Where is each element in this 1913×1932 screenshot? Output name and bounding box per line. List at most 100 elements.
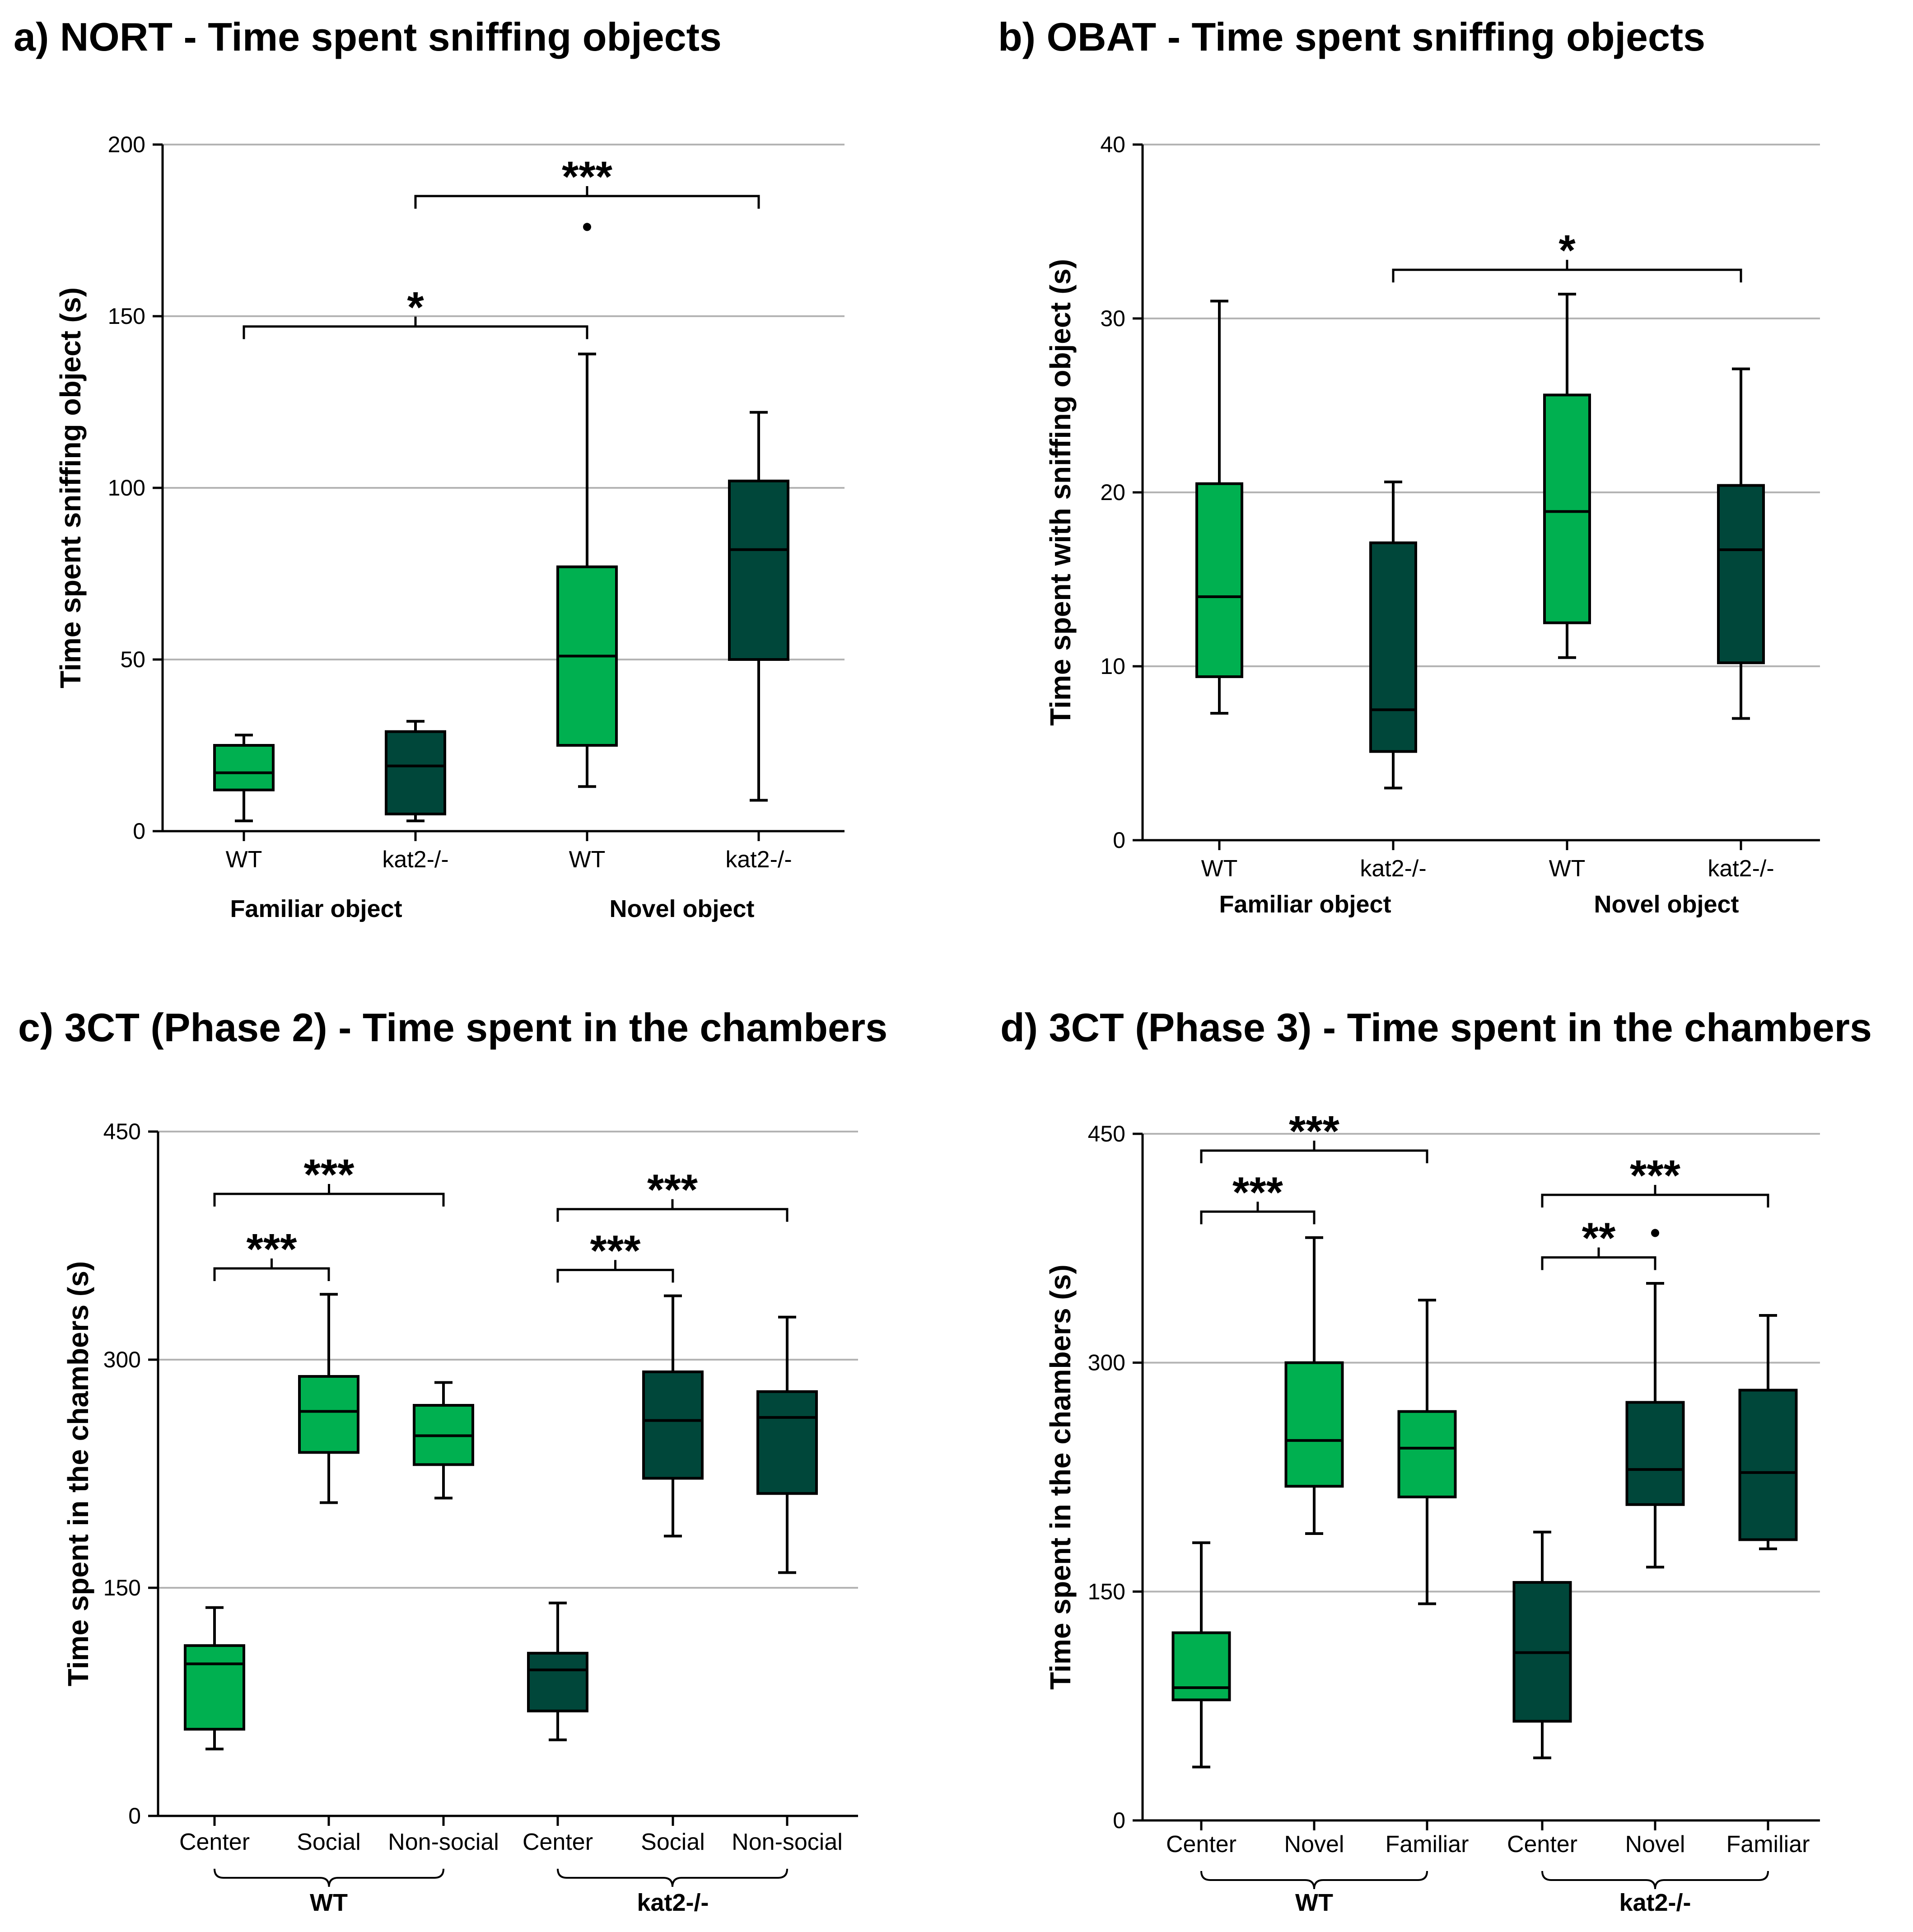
x-tick-label: WT (1549, 856, 1586, 882)
significance-label: *** (303, 1151, 355, 1199)
panel-a: a) NORT - Time spent sniffing objects 0 50… (14, 14, 845, 922)
panel-title: c) 3CT (Phase 2) - Time spent in the cha… (18, 1005, 887, 1050)
group-label: Novel object (1594, 891, 1739, 918)
box-d-5 (1738, 1314, 1798, 1550)
box-iqr (1543, 393, 1591, 624)
box-a-2 (556, 223, 618, 788)
box-d-2 (1397, 1299, 1457, 1605)
y-tick-label: 450 (1088, 1121, 1125, 1146)
significance-label: *** (1232, 1168, 1283, 1216)
significance-bracket: *** (1541, 1151, 1769, 1208)
significance-label: *** (647, 1166, 698, 1214)
panel-title: d) 3CT (Phase 3) - Time spent in the cha… (1000, 1005, 1872, 1050)
group-label: Familiar object (230, 895, 402, 922)
significance-bracket: * (243, 283, 588, 339)
significance-bracket: *** (556, 1226, 674, 1283)
x-tick-label: Familiar (1726, 1831, 1810, 1857)
x-tick-label: Novel (1625, 1831, 1685, 1857)
outlier-point (583, 223, 591, 231)
box-iqr (184, 1644, 245, 1731)
significance-bracket: *** (213, 1225, 330, 1281)
panel-d: d) 3CT (Phase 3) - Time spent in the cha… (1000, 1005, 1872, 1916)
y-tick-label: 0 (133, 819, 145, 844)
box-c-4 (642, 1294, 704, 1538)
y-tick-label: 10 (1100, 654, 1125, 679)
group-brace (1200, 1871, 1428, 1890)
y-tick-label: 300 (1088, 1350, 1125, 1375)
box-b-1 (1369, 480, 1417, 790)
x-tick-label: Center (1507, 1831, 1577, 1857)
box-iqr (756, 1390, 818, 1495)
significance-bracket: *** (414, 153, 760, 209)
x-tick-label: Non-social (388, 1829, 499, 1855)
significance-label: * (407, 283, 424, 332)
box-a-3 (728, 411, 789, 802)
significance-label: *** (1630, 1151, 1681, 1200)
box-c-2 (413, 1381, 474, 1500)
panel-b: b) OBAT - Time spent sniffing objects 0 10… (998, 14, 1820, 918)
box-b-3 (1717, 367, 1765, 720)
x-tick-label: WT (569, 847, 606, 873)
y-tick-label: 300 (103, 1347, 141, 1372)
y-tick-label: 0 (1113, 1808, 1125, 1833)
significance-bracket: *** (556, 1166, 789, 1222)
box-iqr (1717, 484, 1765, 664)
box-d-1 (1284, 1236, 1344, 1535)
significance-label: *** (562, 153, 613, 201)
box-a-1 (385, 720, 446, 823)
box-c-1 (298, 1293, 359, 1504)
box-iqr (1284, 1361, 1344, 1488)
box-a-0 (213, 734, 275, 823)
y-tick-label: 30 (1100, 306, 1125, 331)
x-tick-label: Familiar (1386, 1831, 1469, 1857)
significance-bracket: *** (1200, 1107, 1428, 1164)
x-tick-label: Novel (1284, 1831, 1344, 1857)
panel-title: a) NORT - Time spent sniffing objects (14, 14, 722, 59)
y-axis-label: Time spent in the chambers (s) (62, 1261, 94, 1686)
group-brace (557, 1868, 788, 1887)
bracket-line (1200, 1210, 1316, 1225)
y-tick-label: 150 (1088, 1579, 1125, 1604)
significance-label: *** (246, 1225, 297, 1273)
x-tick-label: Social (641, 1829, 705, 1855)
box-d-3 (1512, 1530, 1572, 1759)
panel-c: c) 3CT (Phase 2) - Time spent in the cha… (18, 1005, 887, 1916)
box-iqr (1625, 1401, 1685, 1506)
x-tick-label: WT (1201, 856, 1238, 882)
significance-bracket: *** (1200, 1168, 1316, 1225)
box-iqr (385, 730, 446, 815)
box-iqr (213, 744, 275, 791)
box-d-0 (1171, 1541, 1231, 1768)
y-tick-label: 200 (108, 132, 145, 157)
box-b-2 (1543, 293, 1591, 659)
y-tick-label: 450 (103, 1119, 141, 1144)
y-tick-label: 50 (120, 647, 145, 672)
significance-bracket: ** (1541, 1214, 1656, 1270)
significance-label: *** (1289, 1107, 1340, 1155)
group-brace (214, 1868, 444, 1887)
x-tick-label: kat2-/- (1708, 856, 1774, 882)
x-tick-label: Social (297, 1829, 361, 1855)
x-tick-label: Center (1166, 1831, 1236, 1857)
panel-title: b) OBAT - Time spent sniffing objects (998, 14, 1705, 59)
x-tick-label: Non-social (732, 1829, 843, 1855)
significance-label: *** (590, 1226, 641, 1275)
y-tick-label: 0 (128, 1803, 141, 1829)
y-tick-label: 150 (108, 304, 145, 329)
box-d-4 (1625, 1229, 1685, 1569)
box-iqr (728, 479, 789, 661)
box-iqr (1171, 1631, 1231, 1702)
box-iqr (1195, 482, 1243, 678)
box-iqr (1738, 1389, 1798, 1541)
box-iqr (642, 1370, 704, 1480)
bracket-line (556, 1268, 674, 1283)
group-label: kat2-/- (1619, 1889, 1691, 1916)
group-label: WT (1295, 1889, 1333, 1916)
group-brace (1541, 1871, 1769, 1890)
y-tick-label: 20 (1100, 480, 1125, 505)
y-tick-label: 150 (103, 1575, 141, 1600)
y-tick-label: 100 (108, 475, 145, 501)
x-tick-label: Center (523, 1829, 593, 1855)
box-c-3 (527, 1601, 588, 1741)
box-iqr (298, 1375, 359, 1454)
